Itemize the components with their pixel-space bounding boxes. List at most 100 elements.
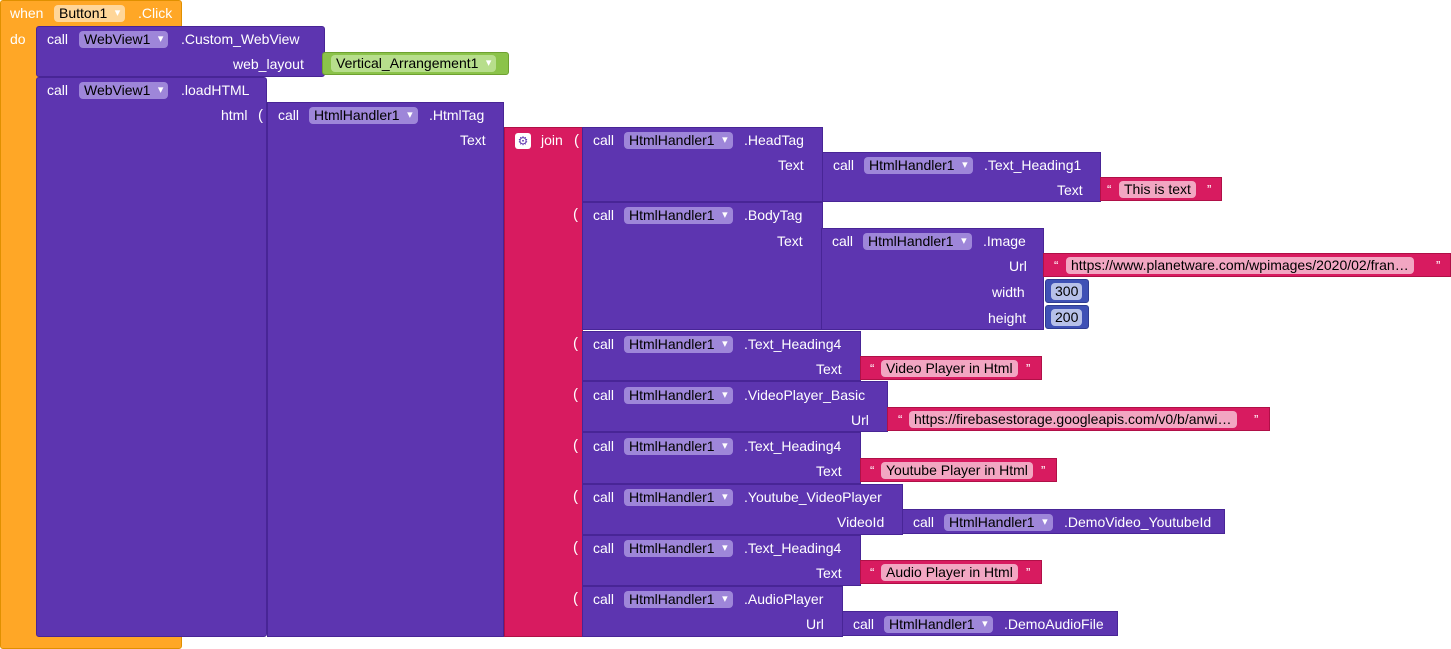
videoplayer-basic-block[interactable]: call HtmlHandler1 .VideoPlayer_Basic Url <box>582 381 888 432</box>
call-label: call <box>593 387 615 403</box>
text-heading4-method-label: .Text_Heading4 <box>744 540 842 556</box>
number-value[interactable]: 300 <box>1051 283 1083 300</box>
close-quote: ” <box>1026 361 1031 376</box>
string-youtube-player-in-html[interactable]: “ Youtube Player in Html ” <box>860 458 1057 482</box>
image-block[interactable]: call HtmlHandler1 .Image Url width heigh… <box>821 228 1044 330</box>
youtube-method-label: .Youtube_VideoPlayer <box>744 489 882 505</box>
bodytag-component-dropdown[interactable]: HtmlHandler1 <box>624 207 733 224</box>
event-name-label: .Click <box>138 5 173 21</box>
youtube-videoid-param-label: VideoId <box>837 514 885 530</box>
text-heading1-component-dropdown[interactable]: HtmlHandler1 <box>864 157 973 174</box>
open-quote: “ <box>898 412 903 427</box>
join-socket-connector: ( <box>573 335 578 352</box>
bodytag-text-param-label: Text <box>777 233 803 249</box>
htmltag-component-dropdown[interactable]: HtmlHandler1 <box>309 107 418 124</box>
close-quote: ” <box>1207 182 1212 197</box>
custom-webview-block[interactable]: call WebView1 .Custom_WebView web_layout <box>36 26 325 77</box>
text-heading4-component-dropdown[interactable]: HtmlHandler1 <box>624 336 733 353</box>
call-label: call <box>593 132 615 148</box>
call-label: call <box>47 31 69 47</box>
text-heading4-component-dropdown[interactable]: HtmlHandler1 <box>624 540 733 557</box>
demoaudio-method-label: .DemoAudioFile <box>1004 616 1104 632</box>
string-value[interactable]: Youtube Player in Html <box>881 462 1033 479</box>
text-heading4-method-label: .Text_Heading4 <box>744 438 842 454</box>
string-image-url[interactable]: “ https://www.planetware.com/wpimages/20… <box>1043 253 1451 277</box>
headtag-component-dropdown[interactable]: HtmlHandler1 <box>624 132 733 149</box>
web-layout-param-label: web_layout <box>233 56 304 72</box>
htmltag-method-label: .HtmlTag <box>429 107 485 123</box>
gear-icon[interactable]: ⚙ <box>515 133 531 149</box>
string-this-is-text[interactable]: “ This is text ” <box>1100 177 1222 201</box>
string-value[interactable]: https://www.planetware.com/wpimages/2020… <box>1066 257 1414 274</box>
youtube-videoplayer-block[interactable]: call HtmlHandler1 .Youtube_VideoPlayer V… <box>582 484 903 535</box>
text-heading4-text-param-label: Text <box>816 565 842 581</box>
number-width-block[interactable]: 300 <box>1045 279 1089 303</box>
number-height-block[interactable]: 200 <box>1045 305 1089 329</box>
youtube-component-dropdown[interactable]: HtmlHandler1 <box>624 489 733 506</box>
image-method-label: .Image <box>983 233 1026 249</box>
loadhtml-block[interactable]: call WebView1 .loadHTML html ( <box>36 77 267 637</box>
demovideo-youtubeid-block[interactable]: call HtmlHandler1 .DemoVideo_YoutubeId <box>902 509 1225 534</box>
call-label: call <box>593 207 615 223</box>
image-height-param-label: height <box>988 310 1027 326</box>
htmltag-text-param-label: Text <box>460 132 486 148</box>
image-width-param-label: width <box>992 284 1025 300</box>
demovideo-method-label: .DemoVideo_YoutubeId <box>1064 514 1212 530</box>
videoplayer-component-dropdown[interactable]: HtmlHandler1 <box>624 387 733 404</box>
string-audio-player-in-html[interactable]: “ Audio Player in Html ” <box>860 560 1042 584</box>
string-value[interactable]: Video Player in Html <box>881 360 1018 377</box>
text-heading4-video-block[interactable]: call HtmlHandler1 .Text_Heading4 Text <box>582 331 861 381</box>
call-label: call <box>47 82 69 98</box>
loadhtml-component-dropdown[interactable]: WebView1 <box>79 82 169 99</box>
close-quote: ” <box>1041 463 1046 478</box>
headtag-block[interactable]: call HtmlHandler1 .HeadTag Text <box>582 127 823 202</box>
vertical-arrangement-dropdown[interactable]: Vertical_Arrangement1 <box>331 55 497 72</box>
string-value[interactable]: This is text <box>1119 181 1196 198</box>
string-value[interactable]: https://firebasestorage.googleapis.com/v… <box>909 411 1237 428</box>
custom-webview-component-dropdown[interactable]: WebView1 <box>79 31 169 48</box>
call-label: call <box>853 616 875 632</box>
text-heading1-text-param-label: Text <box>1057 182 1083 198</box>
call-label: call <box>593 489 615 505</box>
audioplayer-block[interactable]: call HtmlHandler1 .AudioPlayer Url <box>582 586 843 637</box>
text-heading4-audio-block[interactable]: call HtmlHandler1 .Text_Heading4 Text <box>582 535 861 586</box>
join-block[interactable]: ⚙ join ( <box>504 127 583 637</box>
open-quote: “ <box>1054 258 1059 273</box>
string-video-player-in-html[interactable]: “ Video Player in Html ” <box>860 356 1042 380</box>
do-label: do <box>10 31 26 47</box>
videoplayer-method-label: .VideoPlayer_Basic <box>744 387 866 403</box>
string-video-url[interactable]: “ https://firebasestorage.googleapis.com… <box>887 407 1270 431</box>
text-heading4-method-label: .Text_Heading4 <box>744 336 842 352</box>
close-quote: ” <box>1026 565 1031 580</box>
call-label: call <box>593 438 615 454</box>
text-heading4-component-dropdown[interactable]: HtmlHandler1 <box>624 438 733 455</box>
videoplayer-url-param-label: Url <box>851 412 869 428</box>
call-label: call <box>278 107 300 123</box>
text-heading1-block[interactable]: call HtmlHandler1 .Text_Heading1 Text <box>822 152 1101 202</box>
number-value[interactable]: 200 <box>1051 309 1083 326</box>
demovideo-component-dropdown[interactable]: HtmlHandler1 <box>944 514 1053 531</box>
htmltag-block[interactable]: call HtmlHandler1 .HtmlTag Text <box>267 102 504 637</box>
text-heading4-youtube-block[interactable]: call HtmlHandler1 .Text_Heading4 Text <box>582 432 861 484</box>
open-quote: “ <box>870 463 875 478</box>
join-socket-connector: ( <box>573 539 578 556</box>
call-label: call <box>833 157 855 173</box>
bodytag-block[interactable]: call HtmlHandler1 .BodyTag Text <box>582 202 823 330</box>
html-param-label: html <box>221 107 248 123</box>
loadhtml-method-label: .loadHTML <box>181 82 250 98</box>
call-label: call <box>832 233 854 249</box>
audioplayer-component-dropdown[interactable]: HtmlHandler1 <box>624 591 733 608</box>
image-component-dropdown[interactable]: HtmlHandler1 <box>863 233 972 250</box>
vertical-arrangement-block[interactable]: Vertical_Arrangement1 <box>322 52 509 75</box>
event-component-dropdown[interactable]: Button1 <box>54 5 126 22</box>
join-label: join <box>541 132 563 148</box>
demoaudio-component-dropdown[interactable]: HtmlHandler1 <box>884 616 993 633</box>
demoaudiofile-block[interactable]: call HtmlHandler1 .DemoAudioFile <box>842 611 1118 636</box>
open-quote: “ <box>870 565 875 580</box>
bodytag-method-label: .BodyTag <box>744 207 803 223</box>
close-quote: ” <box>1254 412 1259 427</box>
call-label: call <box>593 336 615 352</box>
text-heading1-method-label: .Text_Heading1 <box>984 157 1082 173</box>
image-url-param-label: Url <box>1009 258 1027 274</box>
string-value[interactable]: Audio Player in Html <box>881 564 1018 581</box>
